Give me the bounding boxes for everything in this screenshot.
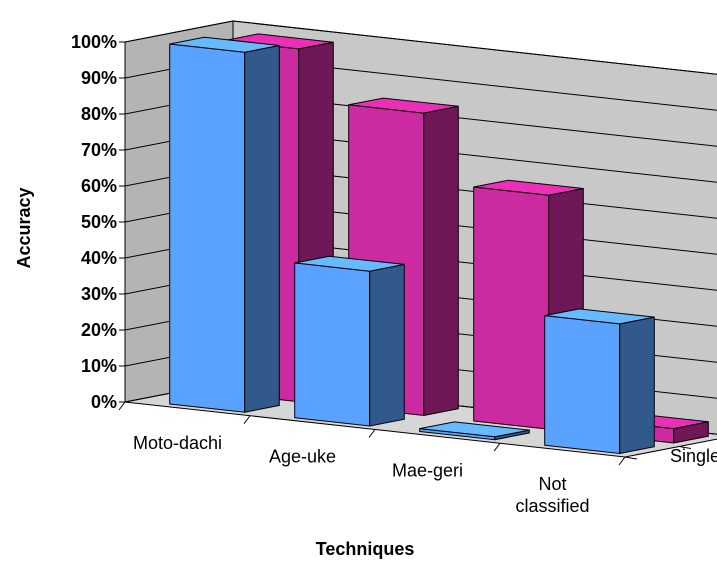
x-tick-mark xyxy=(618,456,626,466)
x-tick-mark xyxy=(243,415,251,425)
bar xyxy=(419,421,530,441)
bar-top xyxy=(473,179,584,196)
y-tick-label: 0% xyxy=(91,392,117,412)
bar-front xyxy=(473,186,550,430)
bar-side xyxy=(369,263,405,427)
x-tick-mark xyxy=(368,429,376,438)
bar-front xyxy=(544,315,621,455)
bar-top xyxy=(544,308,655,325)
y-tick-label: 70% xyxy=(81,140,117,160)
bar-side xyxy=(619,316,655,455)
x-axis-title: Techniques xyxy=(316,539,415,559)
y-tick-label: 80% xyxy=(81,104,117,124)
y-tick-label: 40% xyxy=(81,248,117,268)
y-tick-label: 30% xyxy=(81,284,117,304)
bars xyxy=(169,33,709,455)
bar-top xyxy=(169,36,280,53)
bar xyxy=(294,255,405,427)
category-label: Not classified xyxy=(515,474,589,516)
depth-tick-mark xyxy=(624,456,638,460)
bar xyxy=(169,36,280,413)
y-tick-label: 50% xyxy=(81,212,117,232)
gridline xyxy=(124,20,717,75)
bar-top xyxy=(294,255,405,272)
depth-tick-mark xyxy=(678,446,692,449)
bar-top xyxy=(348,97,459,114)
bar-front xyxy=(294,262,371,427)
y-tick-label: 60% xyxy=(81,176,117,196)
y-tick-label: 100% xyxy=(71,32,117,52)
bar-top xyxy=(419,421,530,438)
labels: 0% 10% 20% 30% 40% 50% 60% 70% 80% 90% 100% Single M… xyxy=(71,32,717,516)
x-tick-mark xyxy=(493,442,501,452)
axes xyxy=(118,41,692,466)
y-tick-label: 20% xyxy=(81,320,117,340)
bar-side xyxy=(244,44,280,413)
y-tick-label: 90% xyxy=(81,68,117,88)
bar xyxy=(544,308,655,455)
bar-front xyxy=(169,43,246,413)
bar-side xyxy=(423,105,459,417)
depth-label: Single xyxy=(670,446,717,466)
category-label: Moto-dachi xyxy=(133,433,222,453)
y-axis-title: Accuracy xyxy=(14,187,34,268)
x-tick-mark xyxy=(118,401,126,411)
category-label: Mae-geri xyxy=(392,460,463,480)
category-label: Age-uke xyxy=(269,447,336,467)
y-tick-label: 10% xyxy=(81,356,117,376)
